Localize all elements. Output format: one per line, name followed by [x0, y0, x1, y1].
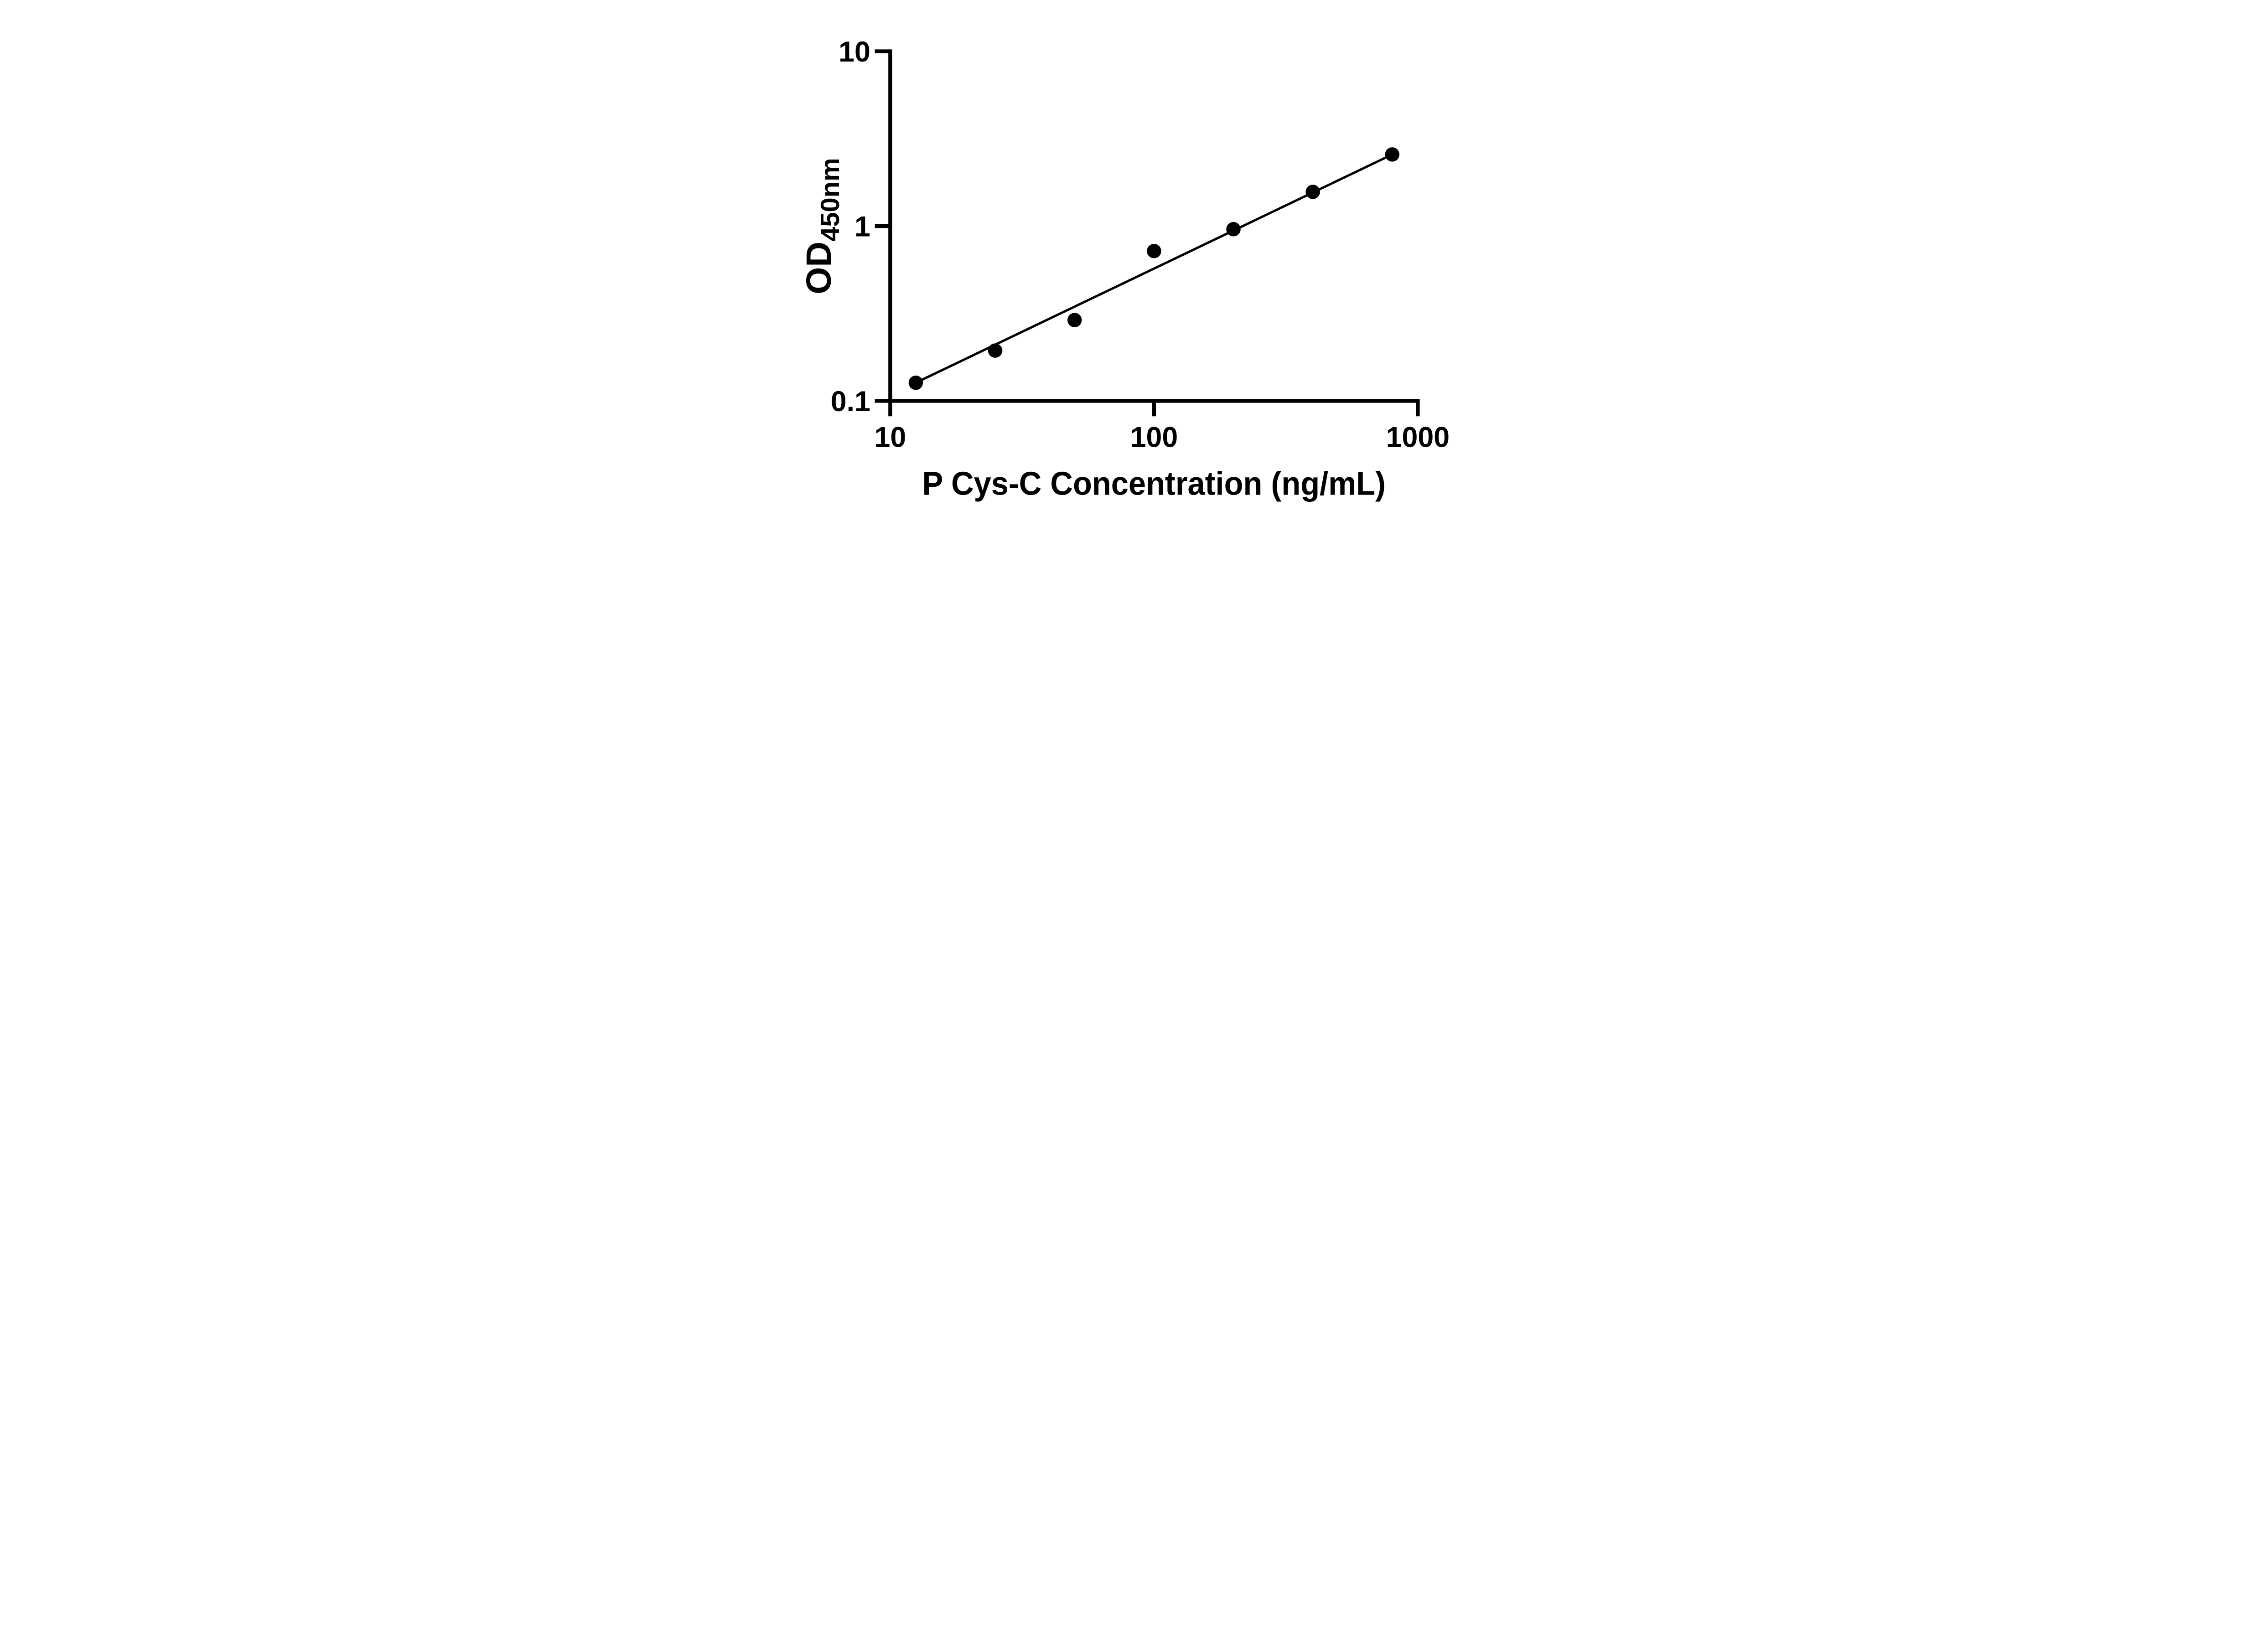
- data-point: [1305, 185, 1320, 199]
- x-axis-ticks: 10 100 1000: [875, 401, 1450, 453]
- y-axis-title: OD450nm: [799, 158, 845, 294]
- data-point: [1067, 313, 1082, 327]
- x-tick-label: 100: [1130, 421, 1178, 453]
- data-point: [1147, 243, 1161, 258]
- y-axis-title-main: OD: [799, 242, 839, 294]
- data-point: [1385, 147, 1400, 162]
- standard-curve-chart: 0.1 1 10 10 100 1000 P Cys-C Concentration (…: [769, 0, 1499, 528]
- y-tick-label: 0.1: [831, 386, 870, 418]
- elisa-standard-curve-figure: 0.1 1 10 10 100 1000 P Cys-C Concentration (…: [769, 0, 1499, 528]
- x-tick-label: 10: [875, 421, 906, 453]
- y-tick-label: 10: [839, 36, 870, 68]
- data-point: [1226, 222, 1241, 237]
- y-axis-ticks: 0.1 1 10: [831, 36, 891, 418]
- data-point: [908, 375, 923, 390]
- data-point: [988, 343, 1003, 358]
- y-tick-label: 1: [854, 211, 870, 243]
- x-axis-title: P Cys-C Concentration (ng/mL): [922, 465, 1386, 502]
- x-tick-label: 1000: [1386, 421, 1450, 453]
- y-axis-title-subscript: 450nm: [816, 158, 845, 241]
- data-points: [908, 147, 1400, 390]
